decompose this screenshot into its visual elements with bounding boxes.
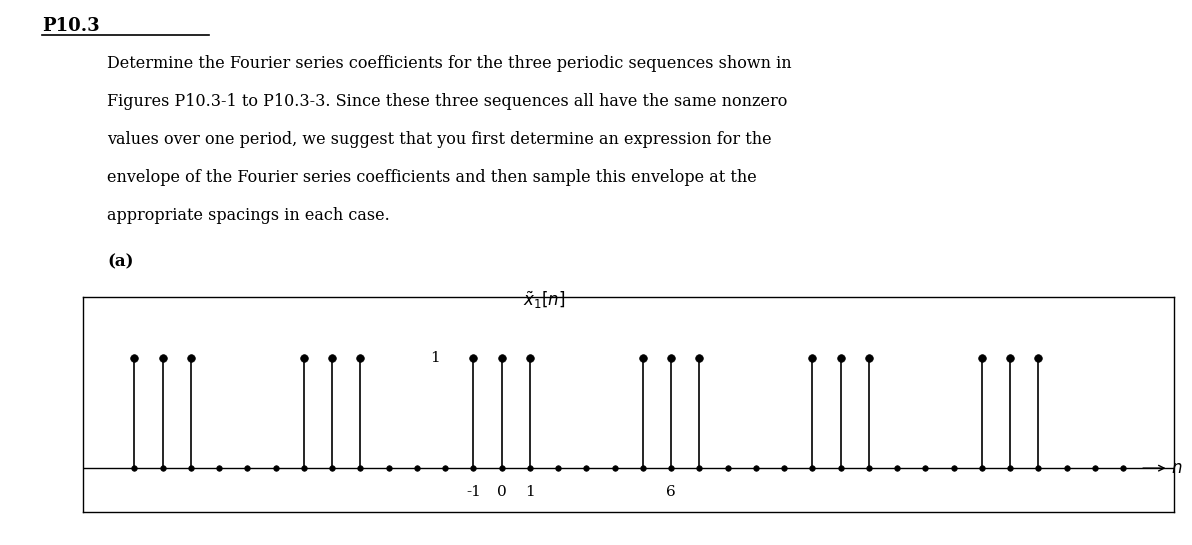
Text: appropriate spacings in each case.: appropriate spacings in each case. <box>107 207 390 224</box>
Text: Determine the Fourier series coefficients for the three periodic sequences shown: Determine the Fourier series coefficient… <box>107 54 791 71</box>
Text: values over one period, we suggest that you first determine an expression for th: values over one period, we suggest that … <box>107 131 772 148</box>
Text: 1: 1 <box>524 485 535 499</box>
Text: 6: 6 <box>666 485 676 499</box>
Text: 0: 0 <box>497 485 507 499</box>
Text: 1: 1 <box>429 351 440 365</box>
Text: -1: -1 <box>466 485 480 499</box>
Text: Figures P10.3-1 to P10.3-3. Since these three sequences all have the same nonzer: Figures P10.3-1 to P10.3-3. Since these … <box>107 93 788 110</box>
Text: (a): (a) <box>107 253 134 270</box>
Text: P10.3: P10.3 <box>42 17 99 35</box>
Text: Figure P10.3-1: Figure P10.3-1 <box>527 493 665 510</box>
Text: $n$: $n$ <box>1172 459 1182 477</box>
Text: envelope of the Fourier series coefficients and then sample this envelope at the: envelope of the Fourier series coefficie… <box>107 169 757 186</box>
Text: $\tilde{x}_1[n]$: $\tilde{x}_1[n]$ <box>523 290 565 311</box>
